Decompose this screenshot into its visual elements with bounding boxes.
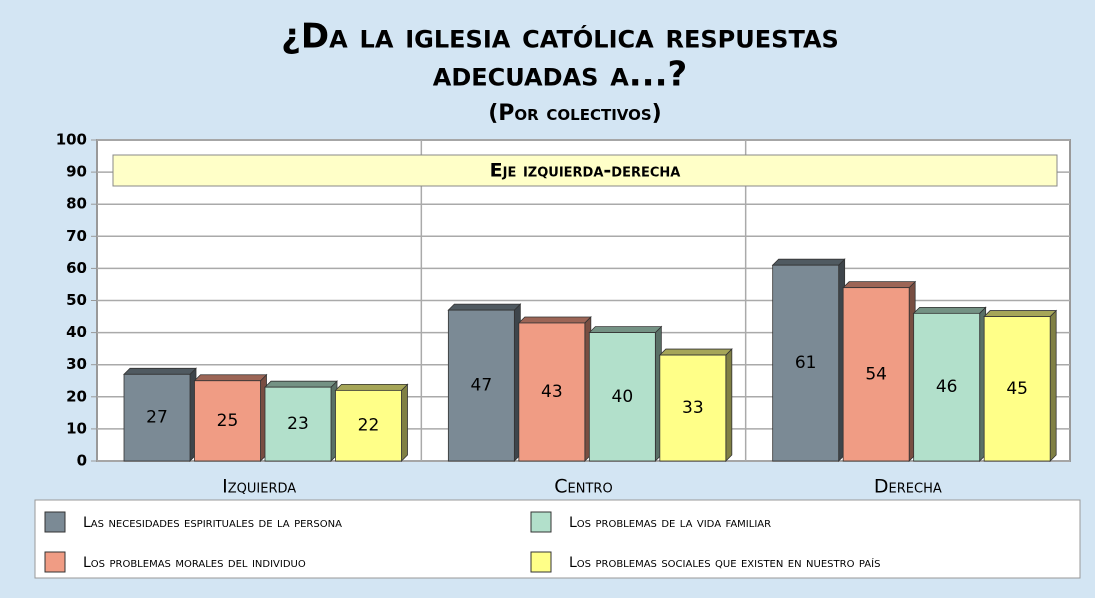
bar-top bbox=[771, 258, 846, 266]
y-tick-label: 10 bbox=[66, 419, 87, 437]
bar-top bbox=[264, 380, 338, 388]
y-tick-label: 50 bbox=[66, 291, 87, 309]
bar-top bbox=[447, 303, 522, 311]
legend-swatch bbox=[530, 511, 552, 533]
chart-subtitle: (Por colectivos) bbox=[488, 101, 661, 126]
data-label: 47 bbox=[471, 376, 493, 396]
legend-swatch bbox=[44, 551, 66, 573]
bar bbox=[123, 373, 191, 462]
bar bbox=[335, 389, 402, 462]
bar-top bbox=[193, 374, 268, 382]
x-tick-label: Izquierda bbox=[222, 476, 296, 498]
y-tick-label: 30 bbox=[66, 355, 87, 373]
y-tick-label: 70 bbox=[66, 227, 87, 245]
y-tick-label: 0 bbox=[77, 452, 87, 470]
bar-top bbox=[842, 281, 917, 289]
bar bbox=[518, 322, 586, 462]
legend-swatch bbox=[44, 511, 66, 533]
chart-title: ¿Da la iglesia católica respuestas bbox=[281, 17, 839, 57]
x-tick-label: Centro bbox=[554, 476, 612, 498]
legend-label: Los problemas sociales que existen en nu… bbox=[569, 555, 880, 571]
chart-title: adecuadas a...? bbox=[433, 55, 688, 95]
data-label: 25 bbox=[217, 411, 239, 431]
bar-top bbox=[983, 310, 1058, 317]
bar bbox=[659, 354, 727, 462]
bar bbox=[264, 386, 332, 462]
data-label: 40 bbox=[612, 387, 634, 407]
legend-label: Los problemas morales del individuo bbox=[83, 555, 306, 571]
bar-side bbox=[401, 383, 408, 462]
bar bbox=[772, 264, 840, 462]
data-label: 54 bbox=[865, 364, 887, 384]
y-tick-label: 20 bbox=[66, 387, 87, 405]
bar bbox=[447, 309, 515, 462]
bar-side bbox=[725, 348, 733, 462]
data-label: 61 bbox=[795, 353, 817, 373]
data-label: 45 bbox=[1006, 379, 1028, 399]
bar-top bbox=[517, 316, 592, 324]
data-label: 33 bbox=[682, 398, 704, 418]
data-label: 22 bbox=[358, 416, 380, 436]
legend bbox=[34, 499, 1081, 579]
legend-swatch bbox=[530, 551, 552, 573]
bar-top bbox=[588, 326, 663, 334]
bar bbox=[983, 316, 1051, 462]
data-label: 23 bbox=[287, 414, 309, 434]
y-tick-label: 60 bbox=[66, 259, 87, 277]
data-label: 46 bbox=[936, 377, 958, 397]
data-label: 27 bbox=[146, 408, 168, 428]
y-tick-label: 90 bbox=[66, 163, 87, 181]
bar bbox=[913, 312, 981, 462]
y-tick-label: 80 bbox=[66, 195, 87, 213]
bar-top bbox=[123, 367, 197, 375]
bar bbox=[842, 287, 910, 462]
annotation-box bbox=[112, 154, 1058, 187]
bar-top bbox=[334, 383, 409, 391]
bar-side bbox=[1049, 309, 1057, 462]
bar bbox=[194, 380, 261, 462]
y-tick-label: 100 bbox=[56, 131, 87, 149]
legend-label: Las necesidades espirituales de la perso… bbox=[83, 515, 342, 531]
bar bbox=[588, 332, 656, 462]
y-tick-label: 40 bbox=[66, 323, 87, 341]
bar-top bbox=[658, 348, 733, 356]
data-label: 43 bbox=[541, 382, 563, 402]
bar-top bbox=[912, 306, 987, 314]
legend-label: Los problemas de la vida familiar bbox=[569, 515, 771, 531]
x-tick-label: Derecha bbox=[874, 476, 942, 498]
annotation: Eje izquierda-derecha bbox=[490, 160, 681, 182]
